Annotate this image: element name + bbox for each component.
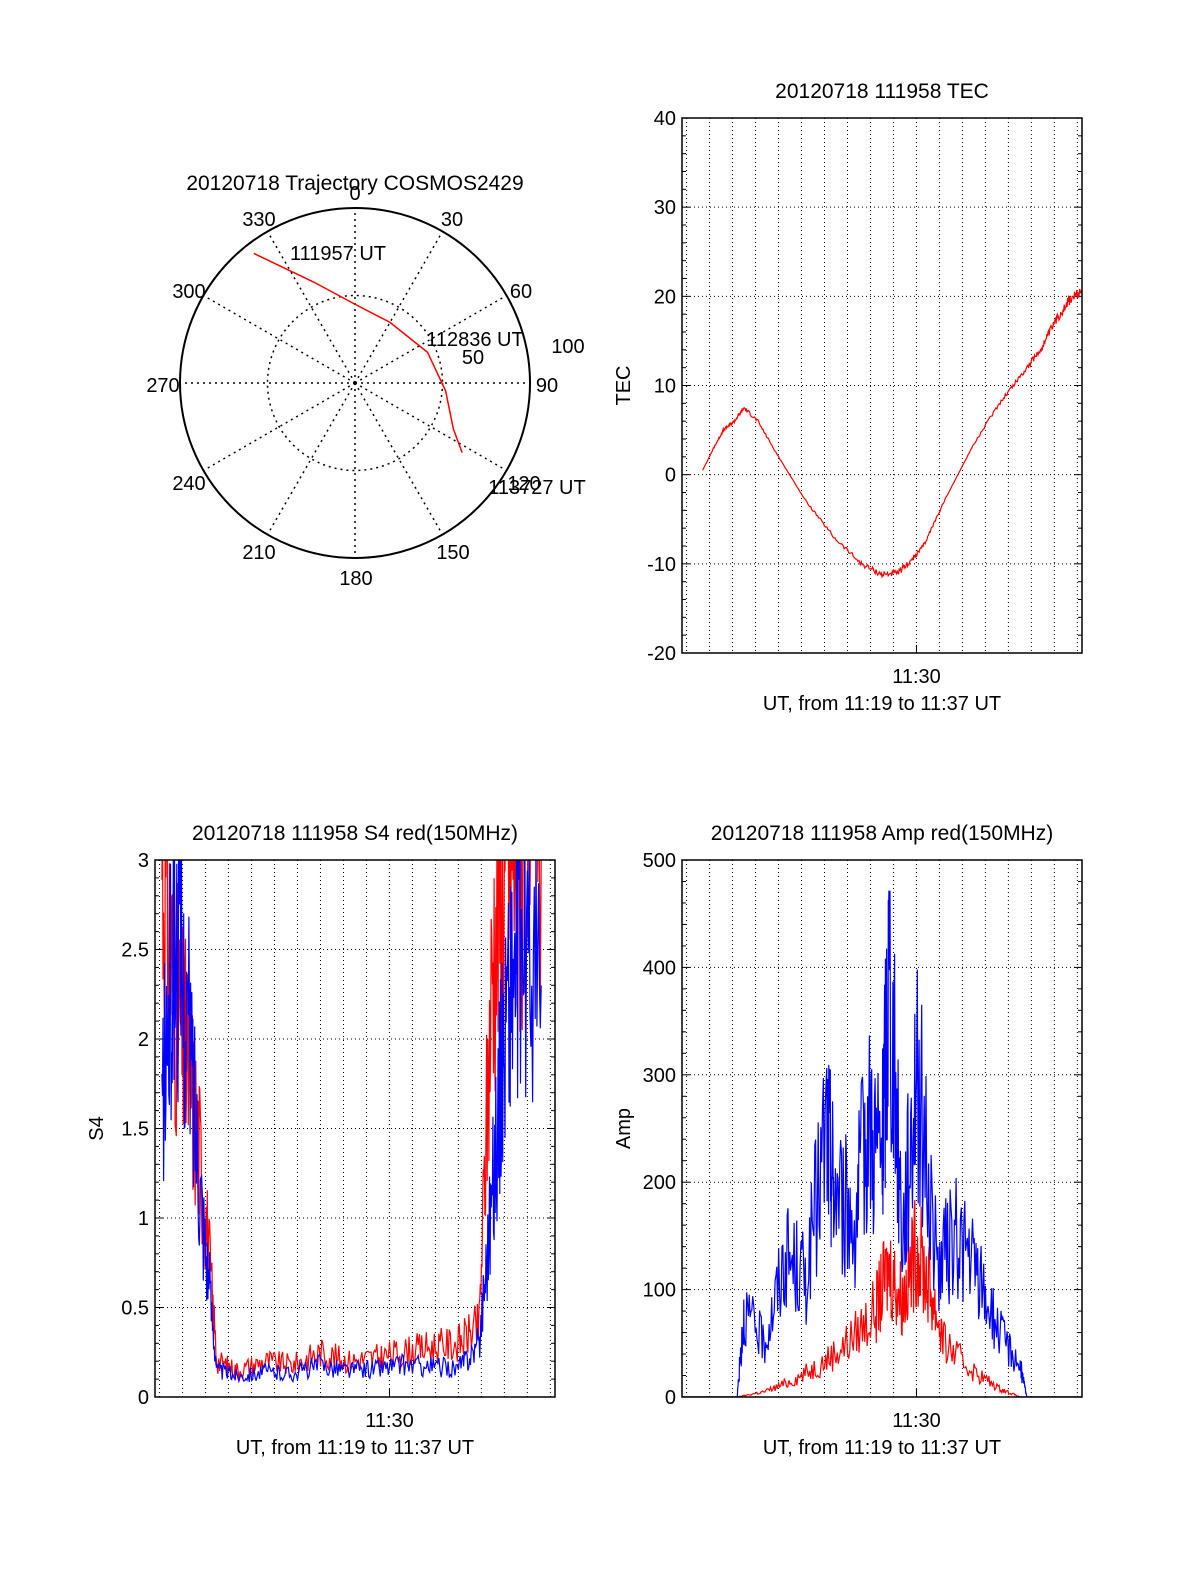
y-tick-label: 3 — [138, 850, 149, 872]
polar-azimuth-label: 0 — [349, 183, 360, 205]
plot-title: 20120718 111958 Amp red(150MHz) — [711, 822, 1053, 845]
polar-elevation-label: 100 — [551, 336, 584, 358]
y-tick-label: 2 — [138, 1029, 149, 1051]
y-tick-label: 0 — [138, 1387, 149, 1409]
series-line-1 — [161, 860, 542, 1384]
y-tick-label: 10 — [654, 376, 676, 398]
x-axis-label: UT, from 11:19 to 11:37 UT — [763, 1437, 1001, 1459]
plot-frame — [681, 117, 1083, 654]
polar-azimuth-label: 270 — [146, 375, 179, 397]
trajectory-line — [253, 252, 463, 453]
polar-spoke — [354, 382, 444, 535]
polar-azimuth-label: 150 — [436, 542, 469, 564]
y-axis-label: Amp — [613, 1108, 635, 1149]
y-tick-label: 500 — [643, 850, 676, 872]
y-tick-label: 1.5 — [121, 1119, 149, 1141]
y-tick-label: -10 — [647, 554, 676, 576]
polar-azimuth-label: 330 — [242, 209, 275, 231]
polar-spoke — [266, 382, 356, 535]
polar-spoke — [266, 231, 356, 384]
y-tick-label: 30 — [654, 197, 676, 219]
y-tick-label: -20 — [647, 643, 676, 665]
y-tick-label: 400 — [643, 957, 676, 979]
series-line-1 — [682, 890, 1082, 1397]
plot-frame — [154, 859, 556, 1398]
polar-azimuth-label: 300 — [172, 281, 205, 303]
y-tick-label: 200 — [643, 1172, 676, 1194]
x-tick-label: 11:30 — [365, 1410, 414, 1432]
trajectory-time-label: 111957 UT — [290, 243, 386, 265]
polar-azimuth-label: 240 — [172, 473, 205, 495]
y-tick-label: 300 — [643, 1065, 676, 1087]
polar-azimuth-label: 210 — [242, 542, 275, 564]
polar-spoke — [203, 294, 356, 384]
polar-azimuth-label: 60 — [510, 281, 532, 303]
y-tick-label: 2.5 — [121, 940, 149, 962]
polar-azimuth-label: 90 — [536, 375, 558, 397]
x-axis-label: UT, from 11:19 to 11:37 UT — [236, 1437, 474, 1459]
polar-azimuth-label: 30 — [441, 209, 463, 231]
plot-title: 20120718 111958 S4 red(150MHz) — [192, 822, 518, 845]
y-tick-label: 1 — [138, 1208, 149, 1230]
polar-elevation-label: 50 — [462, 347, 484, 369]
polar-spoke — [203, 382, 356, 472]
polar-spoke — [354, 382, 507, 472]
y-axis-label: TEC — [613, 366, 635, 406]
polar-azimuth-label: 120 — [507, 473, 540, 495]
y-axis-label: S4 — [86, 1116, 108, 1140]
trajectory-time-label: 113727 UT — [488, 477, 585, 499]
y-tick-label: 100 — [643, 1280, 676, 1302]
series-line-0 — [702, 288, 1082, 579]
polar-azimuth-label: 180 — [339, 568, 372, 590]
polar-spoke — [354, 294, 507, 384]
y-tick-label: 0.5 — [121, 1298, 149, 1320]
series-line-0 — [682, 1199, 1082, 1397]
series-line-0 — [161, 860, 542, 1380]
y-tick-label: 20 — [654, 286, 676, 308]
plot-frame — [681, 859, 1083, 1398]
y-tick-label: 40 — [654, 108, 676, 130]
plot-title: 20120718 111958 TEC — [775, 80, 989, 103]
tec-plot: -20 -10 0 10 20 30 40 11:30 UT, from 11:19 to 11… — [613, 80, 1083, 715]
y-tick-label: 0 — [665, 465, 676, 487]
amp-plot: 0 100 200 300 400 500 11:30 UT, from 11:19 to 1… — [613, 822, 1083, 1459]
x-tick-label: 11:30 — [892, 1410, 941, 1432]
x-tick-label: 11:30 — [892, 666, 941, 688]
x-axis-label: UT, from 11:19 to 11:37 UT — [763, 693, 1001, 715]
polar-spoke — [354, 231, 444, 384]
s4-plot: 0 0.5 1 1.5 2 2.5 3 11:30 UT, from 11:19 to 11:3… — [86, 822, 556, 1459]
trajectory-time-label: 112836 UT — [426, 329, 523, 351]
polar-title: 20120718 Trajectory COSMOS2429 — [186, 172, 523, 195]
y-tick-label: 0 — [665, 1387, 676, 1409]
polar-trajectory-plot: 20120718 Trajectory COSMOS2429 0 30 60 90 12… — [146, 172, 585, 590]
